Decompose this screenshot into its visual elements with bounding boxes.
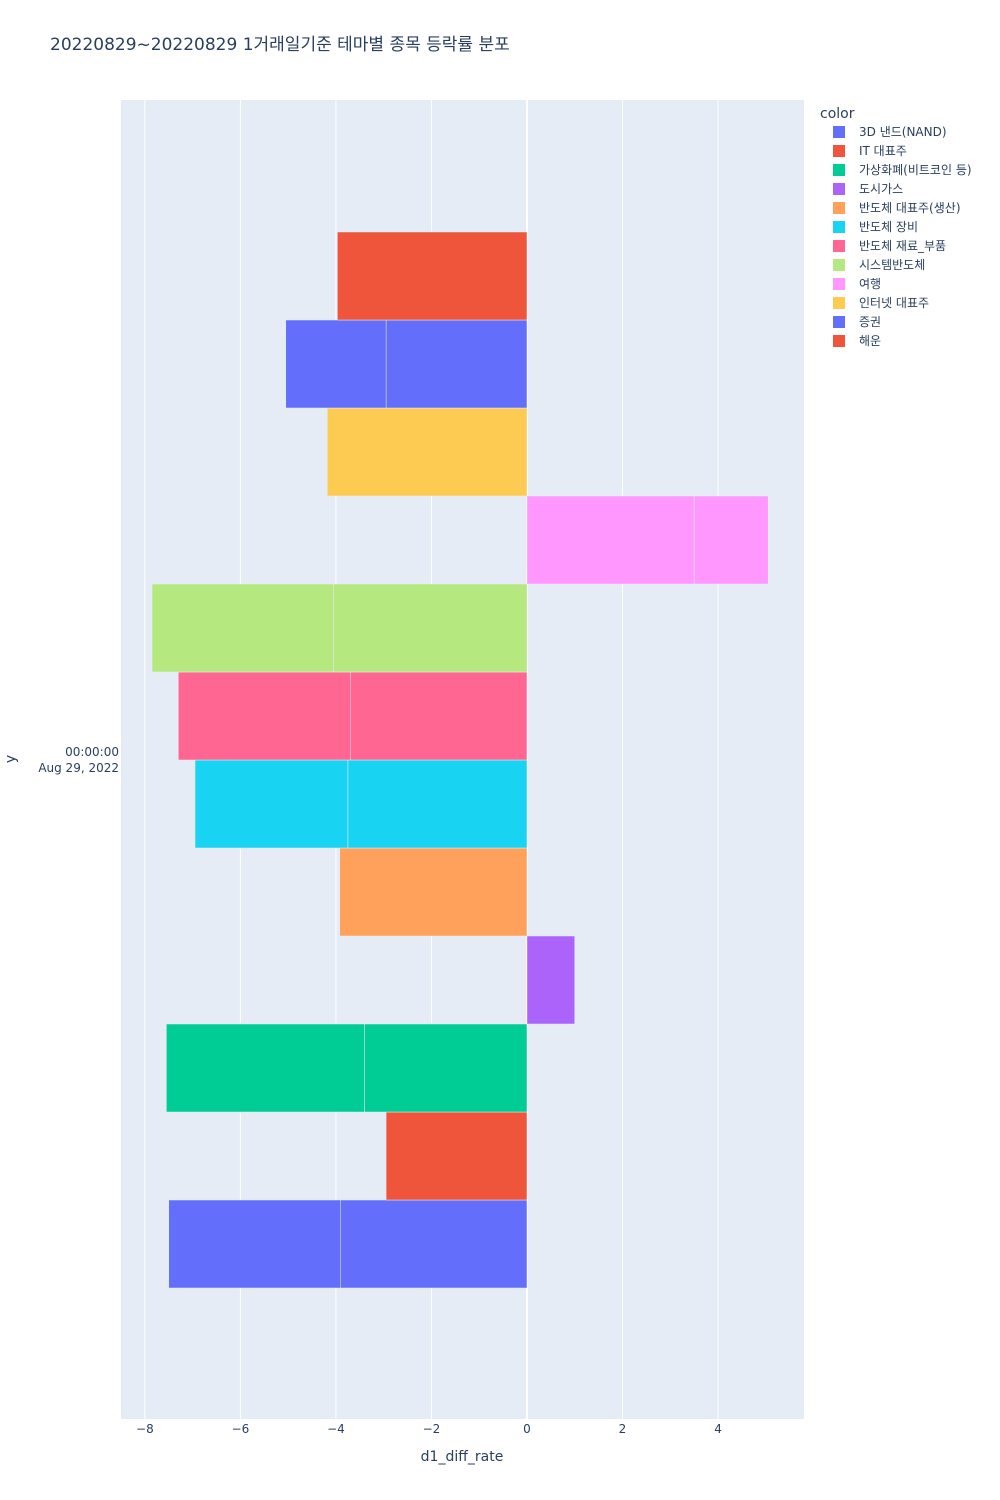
bars [151, 231, 769, 1289]
bar-segment[interactable] [327, 407, 528, 497]
x-tick-label: 2 [619, 1422, 627, 1436]
legend-title: color [820, 106, 855, 122]
legend-label[interactable]: 반도체 장비 [859, 220, 918, 234]
bar-segment[interactable] [166, 1023, 365, 1113]
bar-segment[interactable] [526, 495, 695, 585]
bar-segment[interactable] [168, 1199, 341, 1289]
x-tick-label: −2 [423, 1422, 441, 1436]
legend-swatch[interactable] [833, 316, 845, 328]
legend-swatch[interactable] [833, 297, 845, 309]
y-tick-label-date: Aug 29, 2022 [38, 761, 119, 775]
bar-segment[interactable] [693, 495, 769, 585]
legend-swatch[interactable] [833, 164, 845, 176]
legend-label[interactable]: 3D 낸드(NAND) [859, 125, 947, 139]
legend-label[interactable]: 반도체 재료_부품 [859, 239, 946, 253]
legend-swatch[interactable] [833, 221, 845, 233]
bar-segment[interactable] [526, 935, 575, 1025]
bar-segment[interactable] [339, 847, 528, 937]
x-tick-label: −8 [136, 1422, 154, 1436]
y-axis-title: y [3, 755, 19, 763]
bar-segment[interactable] [333, 583, 528, 673]
x-tick-label: 4 [714, 1422, 722, 1436]
x-tick-label: −4 [327, 1422, 345, 1436]
legend-label[interactable]: 반도체 대표주(생산) [859, 201, 961, 215]
legend-label[interactable]: 증권 [859, 315, 881, 329]
bar-segment[interactable] [151, 583, 334, 673]
legend-label[interactable]: 시스템반도체 [859, 258, 925, 272]
legend-swatch[interactable] [833, 183, 845, 195]
bar-segment[interactable] [364, 1023, 528, 1113]
x-tick-label: −6 [232, 1422, 250, 1436]
legend-swatch[interactable] [833, 278, 845, 290]
legend-swatch[interactable] [833, 126, 845, 138]
chart-title: 20220829~20220829 1거래일기준 테마별 종목 등락률 분포 [50, 35, 510, 55]
legend-label[interactable]: 인터넷 대표주 [859, 296, 929, 310]
legend-label[interactable]: 가상화폐(비트코인 등) [859, 163, 972, 177]
bar-segment[interactable] [347, 759, 528, 849]
bar-segment[interactable] [350, 671, 528, 761]
legend-label[interactable]: 여행 [859, 276, 881, 291]
legend-label[interactable]: 해운 [859, 334, 881, 348]
bar-segment[interactable] [385, 319, 528, 409]
bar-segment[interactable] [285, 319, 387, 409]
legend-label[interactable]: IT 대표주 [859, 144, 907, 158]
bar-segment[interactable] [340, 1199, 528, 1289]
legend-swatch[interactable] [833, 335, 845, 347]
legend-swatch[interactable] [833, 259, 845, 271]
legend-swatch[interactable] [833, 240, 845, 252]
legend-swatch[interactable] [833, 145, 845, 157]
bar-segment[interactable] [385, 1111, 528, 1201]
x-tick-label: 0 [523, 1422, 531, 1436]
legend-label[interactable]: 도시가스 [859, 182, 903, 196]
bar-segment[interactable] [337, 231, 528, 321]
x-axis-title: d1_diff_rate [421, 1449, 504, 1465]
bar-segment[interactable] [194, 759, 349, 849]
legend-swatch[interactable] [833, 202, 845, 214]
y-tick-label-time: 00:00:00 [65, 745, 119, 759]
x-tick-labels: −8 −6 −4 −2 0 2 4 [136, 1422, 722, 1436]
bar-segment[interactable] [178, 671, 351, 761]
